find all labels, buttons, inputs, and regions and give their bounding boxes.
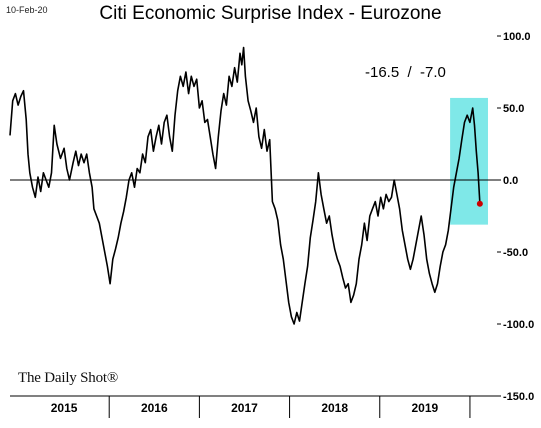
last-value-point [476, 200, 483, 207]
x-tick-label: 2017 [231, 401, 258, 415]
x-tick-label: 2018 [321, 401, 348, 415]
daily-shot-logo: The Daily Shot® [18, 370, 119, 386]
y-tick-label: 50.0 [503, 103, 524, 115]
date-stamp: 10-Feb-20 [6, 5, 48, 15]
y-tick-label: -100.0 [503, 319, 534, 331]
y-tick-label: -150.0 [503, 391, 534, 403]
series-line [9, 46, 481, 325]
y-tick-label: 100.0 [503, 31, 531, 43]
x-tick-label: 2016 [141, 401, 168, 415]
value-annotation: -16.5 / -7.0 [365, 64, 446, 81]
y-tick-label: -50.0 [503, 247, 528, 259]
y-tick-label: 0.0 [503, 175, 518, 187]
x-tick-label: 2015 [51, 401, 78, 415]
highlight-region [450, 97, 488, 225]
x-tick-label: 2019 [412, 401, 439, 415]
chart-title: Citi Economic Surprise Index - Eurozone [99, 3, 442, 24]
